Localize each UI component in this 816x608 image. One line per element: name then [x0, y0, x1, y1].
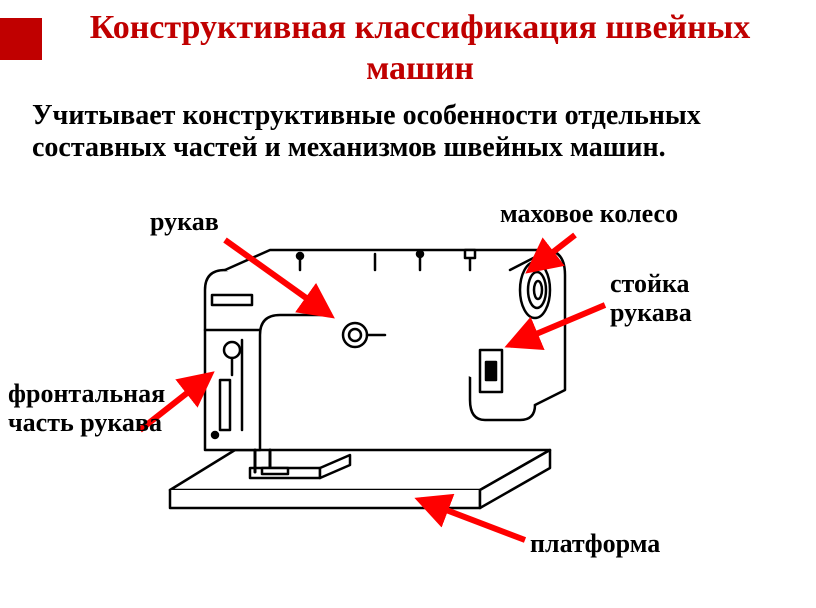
arrow-mahovoe: [530, 235, 575, 270]
arrow-platforma: [420, 500, 525, 540]
label-frontal: фронтальная часть рукава: [8, 380, 188, 437]
arrow-stoika: [510, 305, 605, 345]
label-platforma: платформа: [530, 530, 660, 559]
arrow-rukav: [225, 240, 330, 315]
diagram-container: рукав маховое колесо стойка рукава фронт…: [0, 200, 816, 608]
label-stoika: стойка рукава: [610, 270, 760, 327]
page-title: Конструктивная классификация швейных маш…: [60, 8, 780, 90]
accent-block: [0, 18, 42, 60]
label-rukav: рукав: [150, 208, 219, 237]
page-subtitle: Учитывает конструктивные особенности отд…: [32, 100, 792, 164]
label-mahovoe: маховое колесо: [500, 200, 678, 229]
